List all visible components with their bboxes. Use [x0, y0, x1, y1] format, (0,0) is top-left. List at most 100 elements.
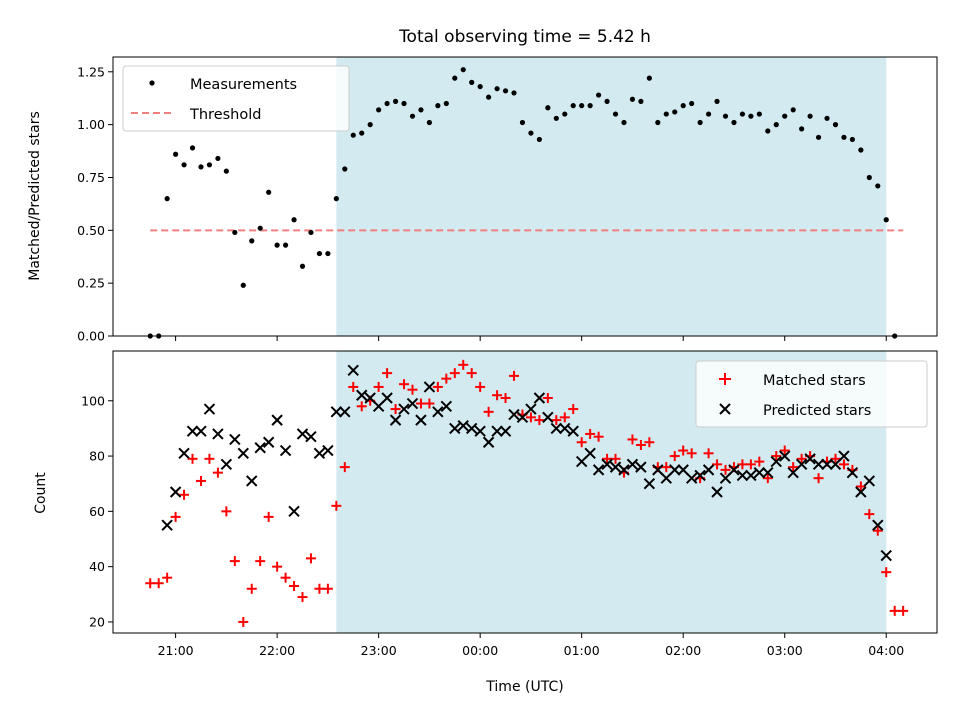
predicted-star-point [559, 422, 571, 435]
predicted-star-point [508, 408, 520, 421]
measurement-point [807, 113, 813, 119]
matched-star-point [720, 464, 731, 475]
matched-star-point [348, 381, 359, 392]
measurement-point [655, 119, 661, 126]
predicted-star-point [745, 469, 757, 482]
measurement-point [883, 217, 889, 223]
measurement-point [308, 229, 314, 236]
matched-star-point [627, 434, 638, 445]
bottom-x-tick-label: 22:00 [259, 643, 295, 658]
predicted-star-point [525, 403, 537, 415]
top-y-tick-label: 1.00 [77, 117, 105, 132]
predicted-star-point [356, 389, 368, 401]
matched-star-point [170, 511, 181, 522]
measurement-point [502, 88, 509, 94]
measurement-point [579, 103, 585, 109]
measurement-point [849, 136, 856, 143]
measurement-point [731, 119, 737, 126]
matched-star-point [898, 605, 909, 616]
top-y-tick-label: 0.50 [77, 223, 105, 238]
top-y-ticks: 0.00 0.25 0.50 0.75 1.00 1.25 [77, 64, 113, 344]
measurement-point [799, 126, 805, 132]
measurement-point [815, 134, 822, 140]
measurement-point [257, 225, 263, 231]
measurement-point [359, 130, 365, 136]
bottom-y-tick-label: 60 [89, 504, 105, 519]
measurement-point [164, 196, 170, 202]
predicted-star-point [542, 411, 554, 424]
matched-star-point [238, 616, 249, 627]
bottom-axes-frame [112, 350, 938, 634]
predicted-star-point [186, 425, 199, 437]
measurement-point [672, 109, 678, 115]
predicted-star-point [516, 411, 529, 424]
predicted-star-point [694, 469, 706, 482]
measurement-point [249, 238, 255, 244]
measurement-point [663, 111, 669, 117]
matched-star-point [204, 453, 215, 464]
predicted-star-point [313, 447, 326, 460]
matched-star-point [424, 398, 435, 409]
matched-star-point [771, 451, 782, 462]
matched-star-point [162, 572, 173, 583]
predicted-star-point [872, 519, 884, 531]
bottom-x-tick-label: 00:00 [462, 643, 498, 658]
measurement-point [562, 111, 568, 117]
matched-star-point [872, 525, 883, 536]
predicted-star-point [491, 425, 503, 437]
matched-star-point [500, 393, 511, 403]
matched-star-point [585, 428, 596, 439]
predicted-star-point [262, 436, 275, 448]
predicted-star-point [254, 442, 266, 454]
predicted-star-point [457, 419, 469, 432]
measurement-point [266, 189, 272, 195]
measurement-point [722, 113, 729, 119]
measurement-point [206, 162, 213, 168]
matched-star-point [593, 431, 604, 442]
predicted-star-point [821, 458, 833, 471]
predicted-star-point [863, 475, 876, 487]
matched-star-point [788, 462, 799, 473]
top-y-tick-label: 0.25 [77, 276, 105, 291]
matched-star-point [551, 415, 562, 426]
measurement-point [596, 92, 602, 98]
matched-star-point [712, 459, 723, 470]
predicted-star-point [449, 422, 461, 435]
matched-star-point [745, 459, 756, 470]
measurement-point [621, 119, 627, 126]
matched-star-point [322, 583, 333, 594]
measurement-point [215, 155, 221, 162]
predicted-star-point [669, 464, 681, 476]
predicted-star-point [685, 472, 698, 484]
predicted-star-point [364, 392, 376, 404]
bottom-y-tick-label: 40 [89, 559, 105, 574]
measurement-point [528, 130, 534, 136]
matched-star-point [272, 561, 283, 572]
predicted-star-point [550, 422, 563, 435]
measurement-point [536, 136, 542, 143]
measurement-point [198, 164, 204, 170]
measurement-point [790, 107, 796, 113]
matched-star-point [492, 390, 503, 401]
matched-star-point [289, 581, 300, 591]
matched-star-point [229, 556, 240, 567]
matched-star-point [255, 556, 266, 567]
matched-star-point [855, 481, 866, 492]
matched-star-point [635, 440, 646, 450]
matched-star-point [356, 401, 367, 412]
top-x-ticks [175, 336, 887, 341]
legend-measurements-label: Measurements [190, 77, 297, 93]
matched-star-point [441, 373, 452, 384]
predicted-star-point [279, 444, 292, 457]
measurement-point [460, 67, 466, 73]
measurement-point [342, 166, 348, 172]
predicted-star-point [643, 477, 656, 490]
top-legend: Measurements Threshold [122, 65, 350, 132]
measurement-point [316, 250, 323, 257]
predicted-star-point [855, 486, 867, 498]
matched-star-point [762, 473, 773, 484]
matched-star-point [644, 437, 655, 448]
legend-measurements-marker [149, 80, 155, 86]
measurement-point [325, 250, 331, 257]
